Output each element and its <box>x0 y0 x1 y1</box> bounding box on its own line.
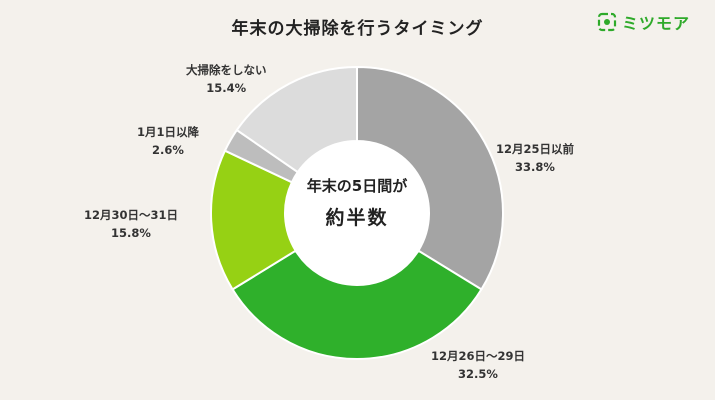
center-line-1: 年末の5日間が <box>306 177 408 195</box>
slice-percent: 33.8% <box>515 160 555 174</box>
brand-logo[interactable]: ミツモア <box>597 10 690 34</box>
slice-percent: 2.6% <box>152 143 184 157</box>
slice-percent: 15.4% <box>206 81 247 95</box>
brand-name: ミツモア <box>622 14 691 33</box>
center-line-2: 約半数 <box>325 207 389 229</box>
slice-category: 12月26日〜29日 <box>431 349 526 363</box>
slice-percent: 15.8% <box>111 226 151 240</box>
slice-label-before-25: 12月25日以前 33.8% <box>496 140 574 176</box>
slice-percent: 32.5% <box>458 367 498 381</box>
slice-label-after-jan1: 1月1日以降 2.6% <box>137 123 199 159</box>
mitsumore-logo-icon <box>597 12 617 32</box>
center-annotation: 年末の5日間が 約半数 <box>277 175 437 233</box>
slice-category: 12月25日以前 <box>496 142 575 156</box>
slice-category: 大掃除をしない <box>186 63 267 77</box>
slice-label-no-cleaning: 大掃除をしない 15.4% <box>186 61 267 97</box>
slice-category: 12月30日〜31日 <box>84 208 179 222</box>
slice-label-30-31: 12月30日〜31日 15.8% <box>84 206 178 242</box>
donut-hole <box>285 141 429 285</box>
slice-label-26-29: 12月26日〜29日 32.5% <box>431 347 525 383</box>
chart-title: 年末の大掃除を行うタイミング <box>231 19 484 39</box>
slice-category: 1月1日以降 <box>137 125 200 139</box>
